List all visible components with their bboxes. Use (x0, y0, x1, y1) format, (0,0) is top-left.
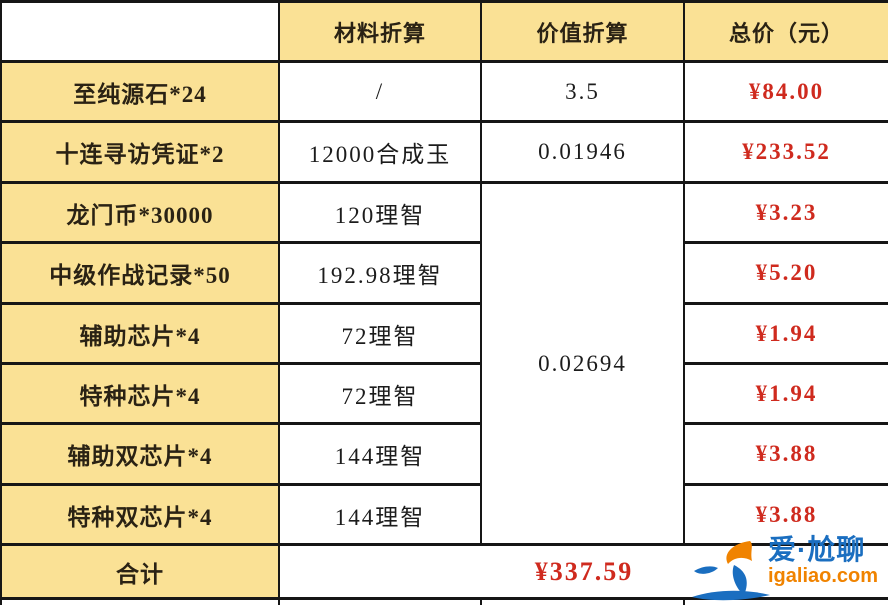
item-name-cell: 辅助双芯片*4 (0, 422, 280, 486)
corner-cell (0, 0, 280, 63)
header-material: 材料折算 (278, 0, 482, 63)
price-cell: ¥84.00 (683, 60, 888, 123)
material-cell: 144理智 (278, 422, 482, 486)
material-cell: 72理智 (278, 302, 482, 365)
item-name-cell: 中级作战记录*50 (0, 241, 280, 305)
value-cell: 0.01946 (480, 120, 685, 184)
price-cell: ¥3.23 (683, 181, 888, 244)
table-row: 至纯源石*24 / 3.5 ¥84.00 (0, 60, 888, 123)
material-cell: 192.98理智 (278, 241, 482, 305)
material-cell: 144理智 (278, 483, 482, 546)
value-cell: 3.5 (480, 60, 685, 123)
cutoff-cell (480, 597, 685, 605)
table-row: 十连寻访凭证*2 12000合成玉 0.01946 ¥233.52 (0, 120, 888, 184)
price-cell: ¥3.88 (683, 483, 888, 546)
item-name-cell: 龙门币*30000 (0, 181, 280, 244)
material-cell: 12000合成玉 (278, 120, 482, 184)
merged-value-cell: 0.02694 (480, 181, 685, 546)
item-name-cell: 特种芯片*4 (0, 362, 280, 425)
cutoff-cell (0, 597, 280, 605)
header-value: 价值折算 (480, 0, 685, 63)
material-cell: 120理智 (278, 181, 482, 244)
total-row: 合计 ¥337.59 (0, 543, 888, 600)
price-cell: ¥1.94 (683, 362, 888, 425)
table-row: 中级作战记录*50 192.98理智 ¥5.20 (0, 241, 888, 305)
header-row: 材料折算 价值折算 总价（元） (0, 0, 888, 63)
table-row: 特种双芯片*4 144理智 ¥3.88 (0, 483, 888, 546)
item-name-cell: 特种双芯片*4 (0, 483, 280, 546)
table-row: 特种芯片*4 72理智 ¥1.94 (0, 362, 888, 425)
price-cell: ¥3.88 (683, 422, 888, 486)
table-row: 辅助双芯片*4 144理智 ¥3.88 (0, 422, 888, 486)
price-cell: ¥5.20 (683, 241, 888, 305)
price-cell: ¥1.94 (683, 302, 888, 365)
material-cell: 72理智 (278, 362, 482, 425)
cutoff-cell (278, 597, 482, 605)
price-cell: ¥233.52 (683, 120, 888, 184)
material-cell: / (278, 60, 482, 123)
header-total: 总价（元） (683, 0, 888, 63)
item-name-cell: 辅助芯片*4 (0, 302, 280, 365)
cutoff-row (0, 597, 888, 605)
item-name-cell: 至纯源石*24 (0, 60, 280, 123)
total-price-cell: ¥337.59 (278, 543, 888, 600)
cutoff-cell (683, 597, 888, 605)
total-label-cell: 合计 (0, 543, 280, 600)
table-row: 辅助芯片*4 72理智 ¥1.94 (0, 302, 888, 365)
item-name-cell: 十连寻访凭证*2 (0, 120, 280, 184)
table-row: 龙门币*30000 120理智 0.02694 ¥3.23 (0, 181, 888, 546)
